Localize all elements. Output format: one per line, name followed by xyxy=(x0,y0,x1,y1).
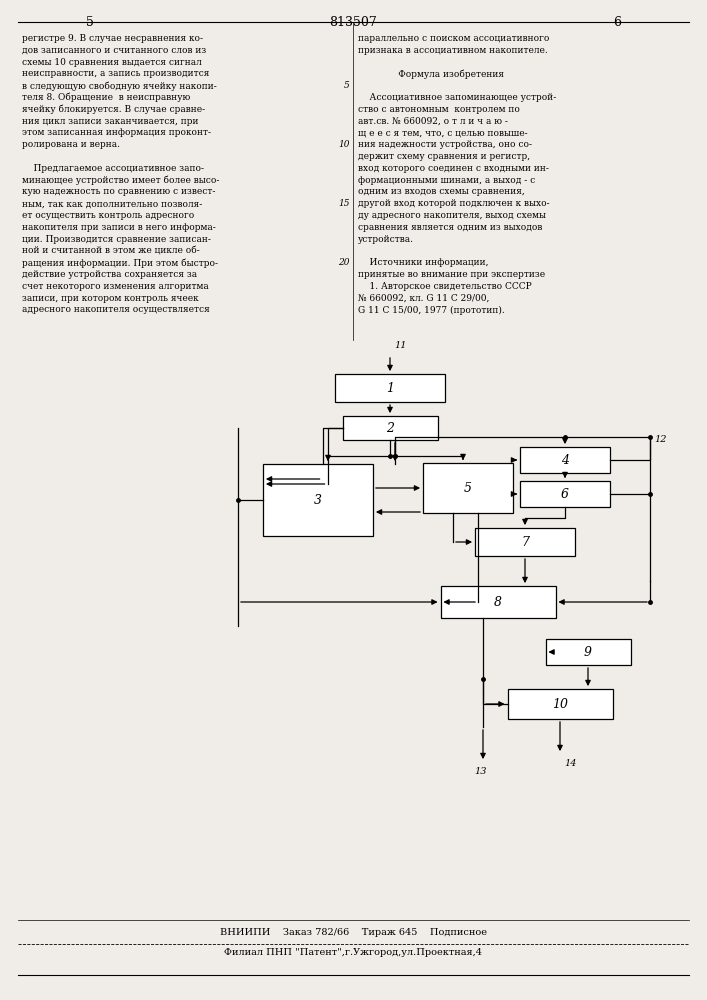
Text: другой вход которой подключен к выхо-: другой вход которой подключен к выхо- xyxy=(358,199,549,208)
Text: авт.св. № 660092, о т л и ч а ю -: авт.св. № 660092, о т л и ч а ю - xyxy=(358,117,508,126)
Bar xyxy=(423,463,513,513)
Text: ВНИИПИ    Заказ 782/66    Тираж 645    Подписное: ВНИИПИ Заказ 782/66 Тираж 645 Подписное xyxy=(219,928,486,937)
Text: вход которого соединен с входными ин-: вход которого соединен с входными ин- xyxy=(358,164,549,173)
Text: устройства.: устройства. xyxy=(358,235,414,244)
Text: Предлагаемое ассоциативное запо-: Предлагаемое ассоциативное запо- xyxy=(22,164,204,173)
Text: одним из входов схемы сравнения,: одним из входов схемы сравнения, xyxy=(358,187,525,196)
Text: этом записанная информация проконт-: этом записанная информация проконт- xyxy=(22,128,211,137)
Bar xyxy=(520,481,610,507)
Bar xyxy=(335,374,445,402)
Text: 5: 5 xyxy=(86,16,94,29)
Text: дов записанного и считанного слов из: дов записанного и считанного слов из xyxy=(22,46,206,55)
Bar xyxy=(263,464,373,536)
Text: 12: 12 xyxy=(654,435,667,444)
Text: Формула изобретения: Формула изобретения xyxy=(358,69,504,79)
Text: теля 8. Обращение  в неисправную: теля 8. Обращение в неисправную xyxy=(22,93,190,103)
Text: № 660092, кл. G 11 C 29/00,: № 660092, кл. G 11 C 29/00, xyxy=(358,294,489,303)
Text: 13: 13 xyxy=(474,767,487,776)
Text: ной и считанной в этом же цикле об-: ной и считанной в этом же цикле об- xyxy=(22,246,200,255)
Text: сравнения является одним из выходов: сравнения является одним из выходов xyxy=(358,223,542,232)
Text: регистре 9. В случае несравнения ко-: регистре 9. В случае несравнения ко- xyxy=(22,34,203,43)
Text: Источники информации,: Источники информации, xyxy=(358,258,489,267)
Text: 8: 8 xyxy=(494,595,502,608)
Text: 813507: 813507 xyxy=(329,16,377,29)
Text: 1. Авторское свидетельство СССР: 1. Авторское свидетельство СССР xyxy=(358,282,532,291)
Text: 10: 10 xyxy=(339,140,350,149)
Bar xyxy=(520,447,610,473)
Text: Филиал ПНП "Патент",г.Ужгород,ул.Проектная,4: Филиал ПНП "Патент",г.Ужгород,ул.Проектн… xyxy=(224,948,482,957)
Text: щ е е с я тем, что, с целью повыше-: щ е е с я тем, что, с целью повыше- xyxy=(358,128,527,137)
Text: счет некоторого изменения алгоритма: счет некоторого изменения алгоритма xyxy=(22,282,209,291)
Text: схемы 10 сравнения выдается сигнал: схемы 10 сравнения выдается сигнал xyxy=(22,58,201,67)
Text: ячейку блокируется. В случае сравне-: ячейку блокируется. В случае сравне- xyxy=(22,105,205,114)
Text: 5: 5 xyxy=(344,81,350,90)
Text: 10: 10 xyxy=(552,698,568,710)
Text: ным, так как дополнительно позволя-: ным, так как дополнительно позволя- xyxy=(22,199,202,208)
Text: ет осуществить контроль адресного: ет осуществить контроль адресного xyxy=(22,211,194,220)
Text: 3: 3 xyxy=(314,493,322,506)
Text: неисправности, а запись производится: неисправности, а запись производится xyxy=(22,69,209,78)
Text: минающее устройство имеет более высо-: минающее устройство имеет более высо- xyxy=(22,176,219,185)
Text: записи, при котором контроль ячеек: записи, при котором контроль ячеек xyxy=(22,294,199,303)
Bar xyxy=(342,416,438,440)
Text: ду адресного накопителя, выход схемы: ду адресного накопителя, выход схемы xyxy=(358,211,546,220)
Text: ращения информации. При этом быстро-: ращения информации. При этом быстро- xyxy=(22,258,218,268)
Text: 7: 7 xyxy=(521,536,529,548)
Text: адресного накопителя осуществляется: адресного накопителя осуществляется xyxy=(22,305,210,314)
Text: ролирована и верна.: ролирована и верна. xyxy=(22,140,120,149)
Text: ния цикл записи заканчивается, при: ния цикл записи заканчивается, при xyxy=(22,117,199,126)
Text: G 11 C 15/00, 1977 (прототип).: G 11 C 15/00, 1977 (прототип). xyxy=(358,305,505,315)
Text: 4: 4 xyxy=(561,454,569,466)
Text: 9: 9 xyxy=(584,646,592,658)
Text: 6: 6 xyxy=(561,488,569,500)
Text: 2: 2 xyxy=(386,422,394,434)
Bar xyxy=(508,689,612,719)
Text: 1: 1 xyxy=(386,381,394,394)
Text: в следующую свободную ячейку накопи-: в следующую свободную ячейку накопи- xyxy=(22,81,217,91)
Text: принятые во внимание при экспертизе: принятые во внимание при экспертизе xyxy=(358,270,545,279)
Text: накопителя при записи в него информа-: накопителя при записи в него информа- xyxy=(22,223,216,232)
Text: ния надежности устройства, оно со-: ния надежности устройства, оно со- xyxy=(358,140,532,149)
Bar xyxy=(440,586,556,618)
Bar xyxy=(475,528,575,556)
Text: действие устройства сохраняется за: действие устройства сохраняется за xyxy=(22,270,197,279)
Text: 6: 6 xyxy=(613,16,621,29)
Bar xyxy=(546,639,631,665)
Text: кую надежность по сравнению с извест-: кую надежность по сравнению с извест- xyxy=(22,187,216,196)
Text: Ассоциативное запоминающее устрой-: Ассоциативное запоминающее устрой- xyxy=(358,93,556,102)
Text: 5: 5 xyxy=(464,482,472,494)
Text: формационными шинами, а выход - с: формационными шинами, а выход - с xyxy=(358,176,535,185)
Text: 11: 11 xyxy=(394,341,407,350)
Text: 15: 15 xyxy=(339,199,350,208)
Text: признака в ассоциативном накопителе.: признака в ассоциативном накопителе. xyxy=(358,46,548,55)
Text: 14: 14 xyxy=(564,759,576,768)
Text: 20: 20 xyxy=(339,258,350,267)
Text: параллельно с поиском ассоциативного: параллельно с поиском ассоциативного xyxy=(358,34,549,43)
Text: ство с автономным  контролем по: ство с автономным контролем по xyxy=(358,105,520,114)
Text: ции. Производится сравнение записан-: ции. Производится сравнение записан- xyxy=(22,235,211,244)
Text: держит схему сравнения и регистр,: держит схему сравнения и регистр, xyxy=(358,152,530,161)
